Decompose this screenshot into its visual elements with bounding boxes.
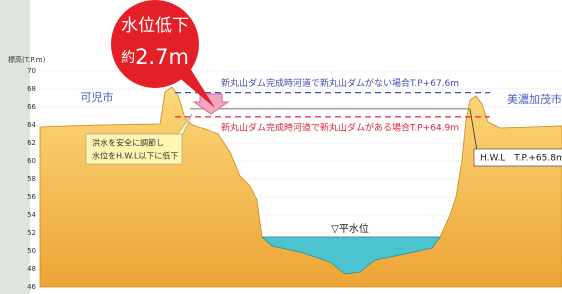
water-level-label: 新丸山ダム完成時河道で新丸山ダムがない場合T.P+67.6m [221,77,459,89]
y-tick-label: 50 [27,247,36,255]
callout-prefix: 約 [121,50,135,66]
normal-water-label: ▽平水位 [331,222,369,235]
note-text: 水位をH.W.L以下に低下 [92,151,178,161]
diagram: 46 48 50 52 54 56 58 60 62 64 66 68 70 新丸山ダム完成時河道で新丸… [0,0,562,294]
y-tick-label: 56 [27,193,36,201]
callout-text: 水位低下 [121,16,189,36]
water-level-label: 新丸山ダム完成時河道で新丸山ダムがある場合T.P+64.9m [221,121,459,133]
y-tick-label: 54 [27,211,36,219]
callout-value: 2.7m [135,45,189,69]
place-right: 美濃加茂市 [507,92,562,106]
y-tick-label: 60 [27,157,36,165]
y-tick-label: 62 [27,139,36,147]
y-tick-label: 66 [27,103,36,111]
y-tick-label: 68 [27,85,36,93]
place-left: 可児市 [81,90,114,104]
note-text: 洪水を安全に調節し [92,138,164,148]
axis-label: 標高(T.P.m) [8,55,46,64]
y-tick-label: 58 [27,175,36,183]
y-tick-label: 70 [27,67,36,75]
y-tick-label: 48 [27,265,36,273]
y-tick-label: 64 [27,121,36,129]
map-strip [0,0,30,294]
hwl-label: H.W.L T.P.+65.8m [480,154,562,164]
callout-bubble [111,0,199,88]
y-tick-label: 46 [27,283,36,291]
y-tick-label: 52 [27,229,36,237]
